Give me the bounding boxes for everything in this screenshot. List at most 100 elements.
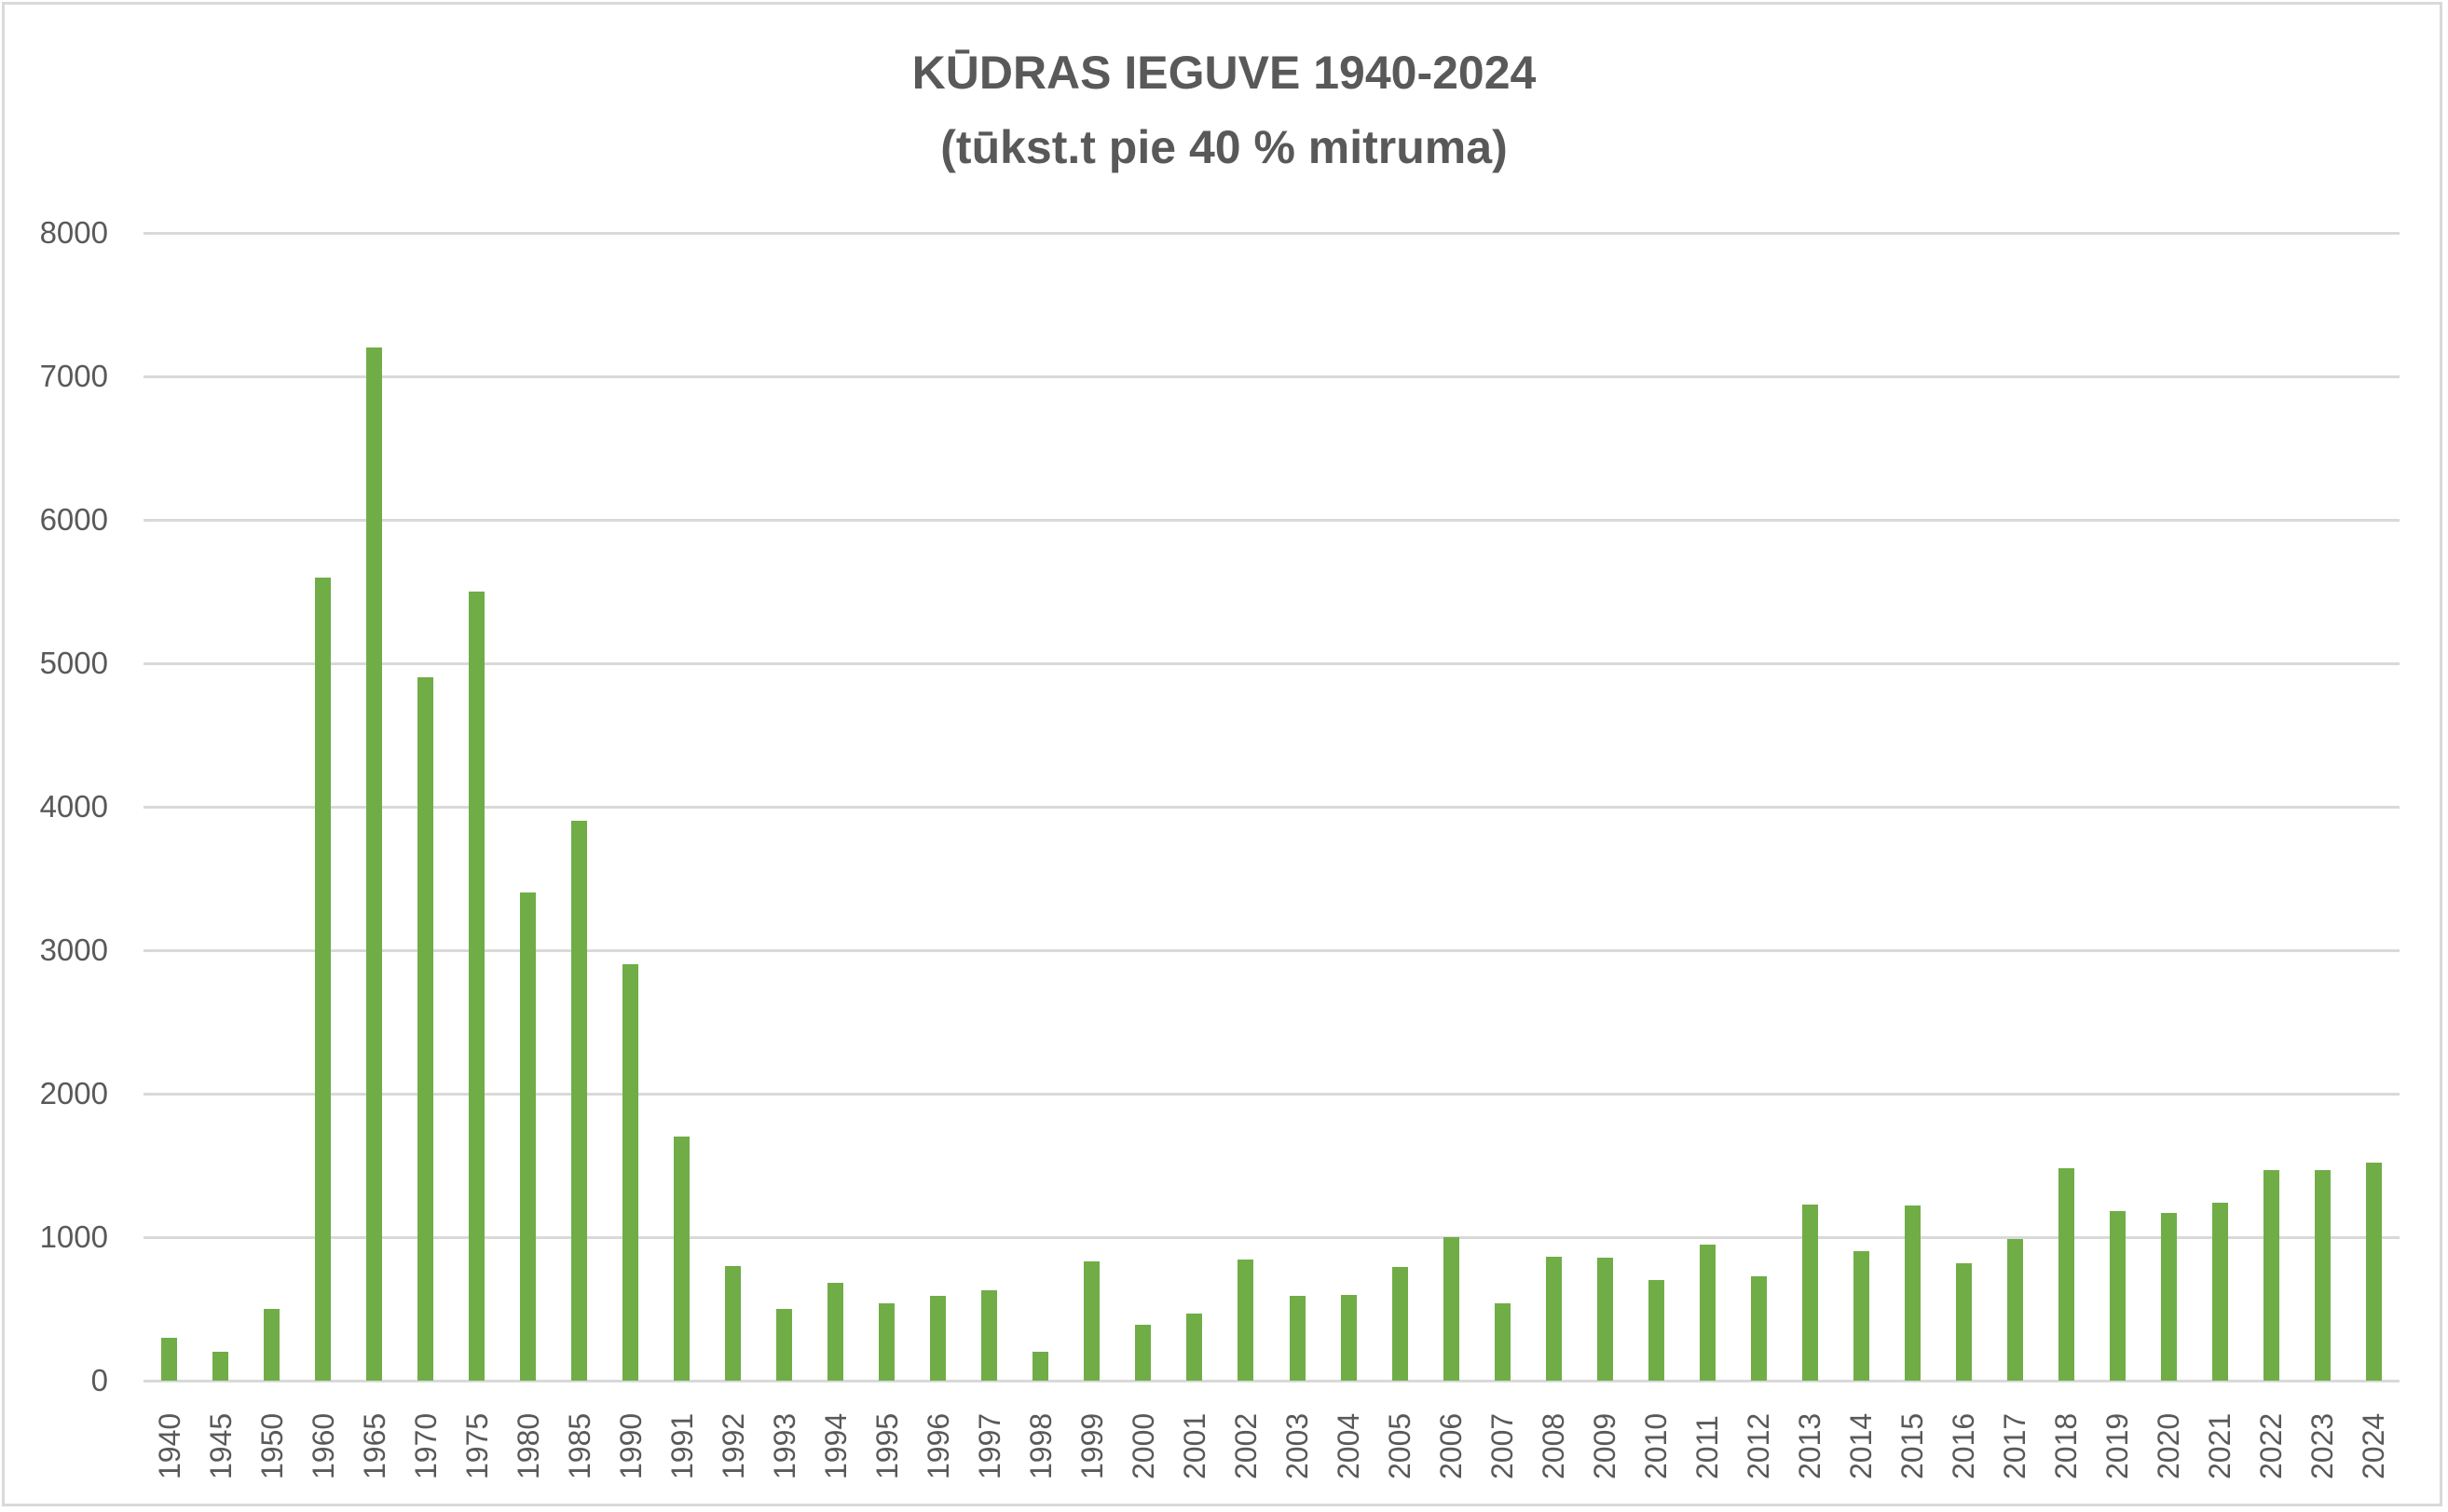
bar (212, 1352, 229, 1381)
gridline (144, 519, 2400, 522)
bar (1340, 1294, 1357, 1381)
bar (315, 577, 332, 1381)
bar (1801, 1204, 1818, 1381)
x-tick-label: 2011 (1690, 1415, 1725, 1479)
bar (2365, 1162, 2382, 1381)
y-tick-label: 6000 (39, 502, 108, 537)
y-tick-label: 4000 (39, 789, 108, 824)
bar (366, 347, 383, 1381)
y-tick-label: 2000 (39, 1076, 108, 1110)
x-tick-label: 2024 (2357, 1412, 2391, 1479)
y-tick-label: 8000 (39, 215, 108, 250)
gridline (144, 949, 2400, 952)
bar (1648, 1280, 1664, 1381)
bar (1904, 1206, 1921, 1381)
x-tick-label: 1975 (459, 1412, 494, 1479)
x-tick-label: 1997 (972, 1412, 1006, 1479)
bar (520, 892, 537, 1381)
x-tick-label: 2016 (1947, 1412, 1981, 1479)
bar (1033, 1352, 1049, 1381)
bar (1289, 1296, 1306, 1381)
x-tick-label: 2012 (1742, 1412, 1776, 1479)
x-tick-label: 1991 (664, 1412, 699, 1479)
x-tick-label: 2009 (1588, 1412, 1622, 1479)
x-tick-label: 2017 (1998, 1412, 2032, 1479)
x-tick-label: 2018 (2049, 1412, 2084, 1479)
bar (469, 592, 485, 1381)
gridline (144, 375, 2400, 378)
bar (161, 1337, 177, 1381)
x-tick-label: 2014 (1844, 1412, 1879, 1479)
bar (2160, 1212, 2177, 1381)
bar (1699, 1244, 1716, 1381)
x-tick-label: 2007 (1485, 1412, 1520, 1479)
gridline (144, 1380, 2400, 1383)
x-tick-label: 1970 (408, 1412, 443, 1479)
x-tick-label: 1960 (306, 1412, 340, 1479)
x-tick-label: 1945 (203, 1412, 238, 1479)
bar (776, 1309, 793, 1381)
bar (930, 1296, 947, 1381)
bar (1084, 1261, 1101, 1381)
bar (1750, 1275, 1767, 1381)
bar (1955, 1262, 1972, 1381)
bar (2109, 1211, 2126, 1381)
x-tick-label: 1993 (767, 1412, 801, 1479)
x-tick-label: 2021 (2203, 1412, 2237, 1479)
bar (1494, 1302, 1511, 1381)
x-tick-label: 1990 (613, 1412, 648, 1479)
x-tick-label: 1965 (357, 1412, 391, 1479)
bar (1391, 1267, 1408, 1381)
bar (2211, 1203, 2228, 1381)
bar (2058, 1168, 2074, 1381)
bar (1238, 1259, 1254, 1381)
x-tick-label: 2010 (1639, 1412, 1674, 1479)
plot-area (144, 232, 2400, 1383)
x-tick-label: 2003 (1280, 1412, 1314, 1479)
x-tick-label: 2005 (1383, 1412, 1417, 1479)
bar (1135, 1324, 1152, 1381)
x-tick-label: 2023 (2305, 1412, 2340, 1479)
x-tick-label: 2013 (1793, 1412, 1827, 1479)
chart-title: KŪDRAS IEGUVE 1940-2024 (911, 47, 1537, 99)
x-tick-label: 2008 (1537, 1412, 1571, 1479)
x-tick-label: 2020 (2152, 1412, 2186, 1479)
x-tick-label: 1995 (869, 1412, 904, 1479)
x-tick-label: 1950 (254, 1412, 289, 1479)
x-tick-label: 2015 (1895, 1412, 1930, 1479)
y-tick-label: 1000 (39, 1219, 108, 1254)
x-tick-label: 1999 (1074, 1412, 1109, 1479)
bar (264, 1309, 280, 1381)
bar (981, 1289, 998, 1381)
y-tick-label: 7000 (39, 359, 108, 393)
x-tick-label: 2006 (1434, 1412, 1469, 1479)
x-tick-label: 1940 (152, 1412, 186, 1479)
x-tick-label: 1980 (511, 1412, 545, 1479)
gridline (144, 1093, 2400, 1096)
x-tick-label: 2019 (2100, 1412, 2135, 1479)
bar (571, 821, 588, 1381)
x-tick-label: 2001 (1177, 1412, 1211, 1479)
bar (622, 964, 639, 1381)
bar (1186, 1313, 1203, 1381)
gridline (144, 1236, 2400, 1239)
gridline (144, 806, 2400, 809)
bar (417, 677, 434, 1381)
gridline (144, 662, 2400, 665)
bar (2314, 1169, 2331, 1381)
bar (1596, 1257, 1613, 1381)
bar (2263, 1169, 2279, 1381)
chart-subtitle: (tūkst.t pie 40 % mitruma) (940, 121, 1508, 173)
x-tick-label: 2022 (2254, 1412, 2289, 1479)
bar (674, 1137, 691, 1381)
bar (879, 1302, 896, 1381)
x-tick-label: 1998 (1023, 1412, 1058, 1479)
x-tick-label: 1992 (716, 1412, 750, 1479)
x-tick-label: 2002 (1228, 1412, 1263, 1479)
x-tick-label: 1985 (562, 1412, 596, 1479)
x-tick-label: 1996 (921, 1412, 955, 1479)
y-tick-label: 3000 (39, 933, 108, 967)
bar (1853, 1251, 1869, 1381)
gridline (144, 232, 2400, 235)
